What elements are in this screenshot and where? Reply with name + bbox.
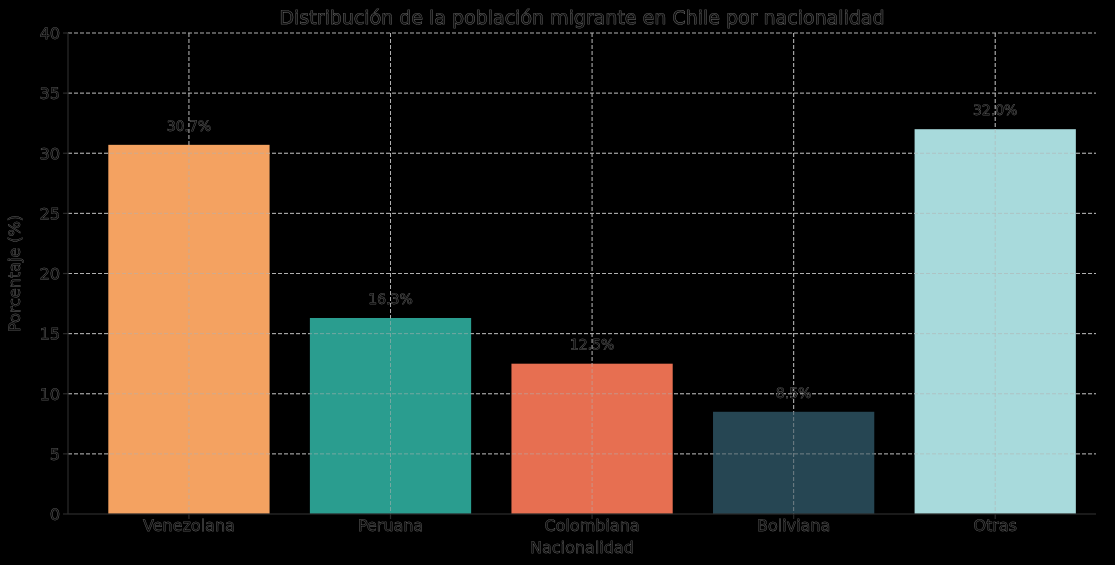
y-tick-label: 35 [40,84,60,103]
y-tick-label: 15 [40,325,60,344]
data-labels: 30.7% 16.3% 12.5% 8.5% 32.0% [166,103,1017,402]
bar-value-label: 16.3% [368,292,412,308]
y-tick-label: 0 [50,505,60,524]
chart-title: Distribución de la población migrante en… [279,7,884,29]
bar-peruana [309,317,472,514]
y-tick-label: 10 [40,385,60,404]
bars [68,32,1096,515]
x-tick-label: Boliviana [757,516,830,535]
y-tick-label: 40 [40,24,60,43]
y-tick-label: 30 [40,144,60,163]
x-tick-label: Peruana [358,516,423,535]
bar-value-label: 8.5% [776,386,812,402]
x-tick-label: Venezolana [143,516,235,535]
y-tick-label: 25 [40,204,60,223]
bar-value-label: 30.7% [167,119,211,135]
bar-value-label: 12.5% [570,338,614,354]
y-axis-title: Porcentaje (%) [5,215,24,332]
x-axis-title: Nacionalidad [530,538,634,557]
x-tick-label: Colombiana [545,516,640,535]
y-tick-label: 5 [50,445,60,464]
ticks: 0 5 10 15 20 25 30 35 40 Venezolana Peruana Colombi… [39,24,1017,536]
x-tick-label: Otras [973,516,1017,535]
y-tick-label: 20 [40,265,60,284]
bar-value-label: 32.0% [973,103,1017,119]
